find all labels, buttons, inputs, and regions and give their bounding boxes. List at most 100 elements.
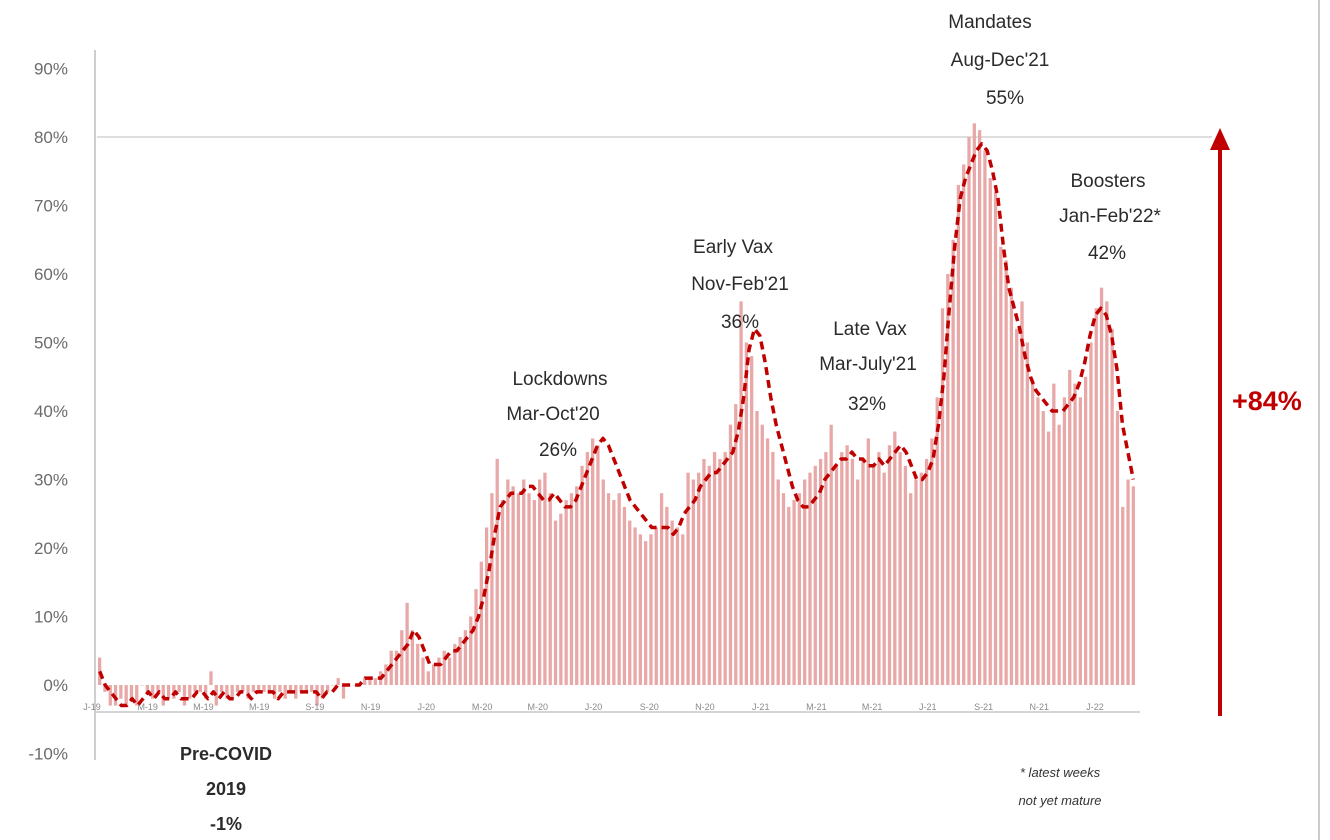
bar	[331, 685, 335, 686]
bar	[824, 452, 828, 685]
bar	[135, 685, 139, 706]
bar	[601, 479, 605, 685]
y-tick-label: 20%	[34, 539, 68, 558]
bar	[294, 685, 298, 699]
bar	[113, 685, 118, 706]
bar	[951, 239, 955, 685]
y-tick-label: 30%	[34, 471, 68, 490]
bar	[288, 685, 293, 692]
bar	[1046, 431, 1051, 685]
annotation-early-vax-line1: Early Vax	[693, 237, 773, 258]
x-tick-label: J-20	[585, 702, 603, 712]
bar	[1015, 328, 1019, 685]
bar	[384, 664, 388, 685]
x-tick-label: S-19	[305, 702, 324, 712]
bar	[999, 246, 1003, 685]
bar	[495, 458, 499, 685]
bar	[983, 150, 987, 685]
bar	[474, 589, 478, 685]
bar	[394, 650, 399, 685]
bar	[734, 404, 738, 685]
bar	[1068, 369, 1072, 685]
bar	[363, 678, 367, 685]
x-axis-ticks: J-19 M-19 M-19 M-19 S-19 N-19 J-20 M-20 M-20 J-20…	[83, 702, 1104, 712]
annotation-mandates: Mandates Aug-Dec'21 55%	[948, 12, 1049, 109]
bar	[707, 465, 711, 685]
bar	[850, 458, 855, 685]
bar	[670, 520, 674, 685]
trend-line-path	[98, 142, 1136, 708]
bar	[484, 527, 489, 685]
bar	[463, 630, 468, 685]
bar	[156, 685, 160, 692]
bar	[166, 685, 171, 699]
bar	[930, 438, 934, 685]
bar	[564, 500, 568, 685]
bar	[702, 458, 706, 685]
bar	[145, 685, 150, 692]
y-tick-label: 40%	[34, 402, 68, 421]
annotation-mandates-line3: 55%	[986, 88, 1024, 109]
x-tick-label: M-19	[193, 702, 214, 712]
bar	[442, 650, 446, 685]
bar	[893, 431, 897, 685]
bar	[659, 493, 664, 685]
bar	[103, 685, 107, 692]
bar	[559, 513, 563, 685]
y-tick-label: 10%	[34, 608, 68, 627]
bar	[712, 452, 717, 685]
bar	[977, 130, 982, 685]
bar	[946, 274, 950, 685]
y-tick-label: 80%	[34, 128, 68, 147]
annotation-boosters: Boosters Jan-Feb'22* 42%	[1059, 171, 1161, 264]
x-tick-label: S-21	[974, 702, 993, 712]
annotation-lockdowns-line2: Mar-Oct'20	[506, 404, 599, 425]
bar	[808, 472, 812, 685]
x-tick-label: M-21	[862, 702, 883, 712]
x-tick-label: S-20	[640, 702, 659, 712]
bar	[760, 424, 764, 685]
bar	[119, 685, 123, 699]
x-tick-label: J-21	[919, 702, 937, 712]
bar	[1094, 308, 1098, 685]
bar	[633, 527, 637, 685]
y-tick-label: 50%	[34, 334, 68, 353]
bar	[919, 472, 923, 685]
bar	[924, 458, 929, 685]
bar	[416, 643, 420, 685]
bar	[612, 500, 616, 685]
bar	[352, 685, 356, 686]
bar	[543, 472, 547, 685]
bar	[198, 685, 203, 692]
bar	[681, 534, 685, 685]
bar	[940, 308, 945, 685]
bar	[410, 630, 415, 685]
bar	[283, 685, 287, 699]
bar	[278, 685, 282, 692]
bar	[750, 356, 754, 685]
bar	[262, 685, 266, 692]
arrow-head	[1210, 128, 1230, 150]
bar	[1036, 397, 1040, 685]
bar	[903, 465, 908, 685]
bar	[898, 452, 902, 685]
bar	[909, 493, 913, 685]
y-tick-label: 90%	[34, 60, 68, 79]
bar	[591, 438, 595, 685]
y-axis-ticks: -10% 0% 10% 20% 30% 40% 50% 60% 70% 80% 90%	[28, 60, 68, 764]
bar	[962, 164, 966, 685]
bar	[421, 657, 425, 685]
x-tick-label: N-21	[1030, 702, 1050, 712]
bar	[792, 500, 796, 685]
bar	[882, 472, 886, 685]
bar	[548, 493, 552, 685]
bar	[797, 493, 802, 685]
bar	[341, 685, 346, 699]
x-tick-label: M-21	[806, 702, 827, 712]
annotation-early-vax-line3: 36%	[721, 312, 759, 333]
bar	[739, 301, 743, 685]
bar	[861, 458, 865, 685]
x-tick-label: J-19	[83, 702, 101, 712]
bar	[479, 561, 483, 685]
